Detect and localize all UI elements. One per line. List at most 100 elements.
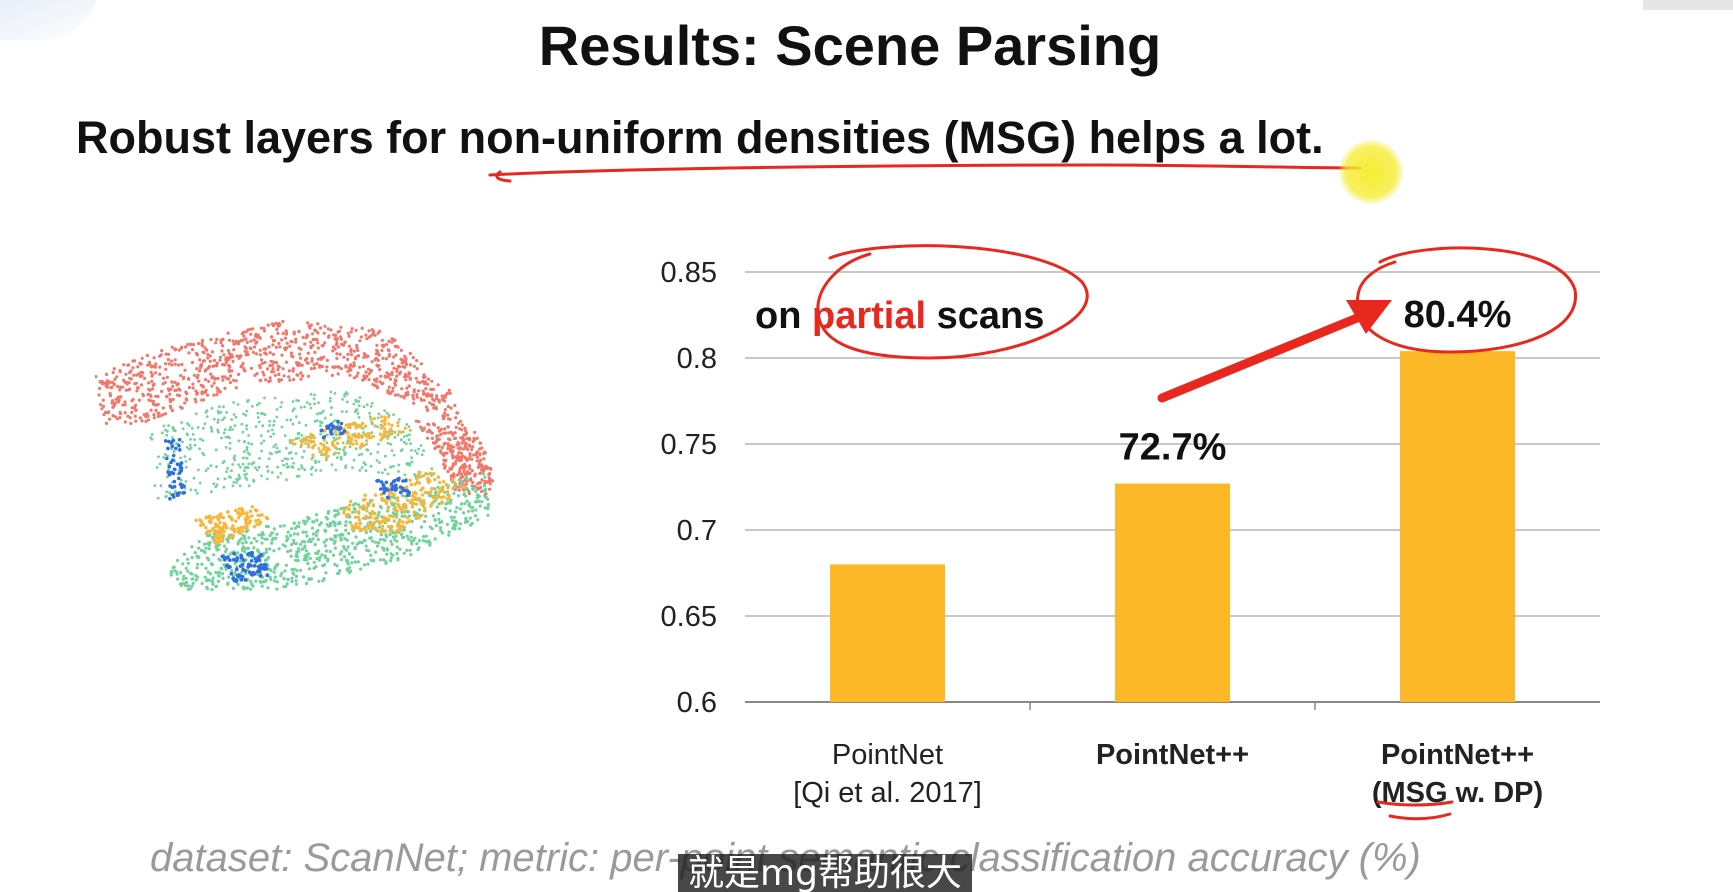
- cloud-point: [409, 530, 413, 534]
- cloud-point: [454, 416, 458, 420]
- cloud-point: [186, 422, 189, 426]
- cloud-point: [364, 529, 368, 533]
- cloud-point: [235, 481, 239, 484]
- cloud-point: [227, 363, 231, 367]
- cloud-point: [345, 392, 349, 396]
- cloud-point: [258, 520, 263, 525]
- cloud-point: [352, 402, 356, 406]
- cloud-point: [306, 439, 310, 443]
- cloud-point: [258, 401, 261, 405]
- cloud-point: [370, 401, 374, 405]
- cloud-point: [209, 572, 213, 576]
- cloud-point: [239, 577, 244, 582]
- cloud-point: [369, 512, 373, 517]
- cloud-point: [442, 458, 446, 462]
- cloud-point: [266, 586, 270, 590]
- cloud-point: [364, 544, 368, 548]
- cloud-point: [309, 433, 313, 437]
- cloud-point: [239, 465, 242, 469]
- cloud-point: [164, 495, 168, 499]
- cloud-point: [195, 353, 199, 357]
- cloud-point: [209, 337, 213, 342]
- cloud-point: [274, 451, 278, 454]
- cloud-point: [215, 364, 219, 368]
- cloud-point: [114, 397, 118, 401]
- cloud-point: [375, 343, 379, 347]
- cloud-point: [172, 427, 175, 430]
- cloud-point: [389, 559, 393, 563]
- cloud-point: [221, 515, 225, 520]
- cloud-point: [251, 350, 256, 354]
- cloud-point: [243, 473, 247, 477]
- cloud-point: [379, 415, 384, 419]
- cloud-point: [348, 368, 352, 372]
- cloud-point: [336, 372, 340, 376]
- cloud-point: [293, 442, 297, 446]
- cloud-point: [239, 525, 244, 530]
- cloud-point: [296, 373, 300, 377]
- cloud-point: [146, 418, 151, 422]
- cloud-point: [412, 390, 416, 394]
- cloud-point: [393, 393, 397, 397]
- cloud-point: [404, 378, 408, 382]
- cloud-point: [388, 428, 392, 432]
- cloud-point: [254, 352, 259, 356]
- cloud-point: [272, 432, 276, 436]
- cloud-point: [319, 428, 324, 433]
- cloud-point: [279, 574, 283, 578]
- cloud-point: [443, 411, 447, 415]
- cloud-point: [357, 503, 361, 507]
- cloud-point: [406, 520, 410, 524]
- cloud-point: [361, 421, 365, 425]
- cloud-point: [226, 510, 230, 514]
- cloud-point: [474, 489, 478, 493]
- cloud-point: [482, 466, 486, 470]
- cloud-point: [276, 324, 280, 328]
- cloud-point: [256, 416, 260, 419]
- cloud-point: [395, 369, 399, 373]
- cloud-point: [323, 544, 328, 548]
- cloud-point: [111, 370, 115, 375]
- cloud-point: [240, 574, 245, 579]
- cloud-point: [345, 506, 349, 510]
- cloud-point: [241, 338, 246, 342]
- cloud-point: [250, 462, 254, 466]
- cloud-point: [299, 443, 304, 447]
- cloud-point: [391, 386, 395, 390]
- cloud-point: [274, 443, 278, 447]
- cloud-point: [465, 499, 469, 503]
- cloud-point: [252, 345, 257, 349]
- cloud-point: [222, 555, 227, 560]
- cloud-point: [223, 477, 227, 481]
- cloud-point: [343, 537, 347, 541]
- cloud-point: [268, 534, 272, 538]
- cloud-point: [272, 570, 276, 574]
- cloud-point: [275, 327, 279, 331]
- cloud-point: [303, 540, 307, 544]
- cloud-point: [258, 574, 263, 578]
- cloud-point: [188, 443, 192, 447]
- cloud-point: [436, 434, 440, 438]
- cloud-point: [432, 398, 436, 403]
- cloud-point: [310, 473, 313, 476]
- cloud-point: [209, 520, 213, 525]
- cloud-point: [458, 455, 462, 460]
- cloud-point: [372, 520, 376, 525]
- cloud-point: [462, 447, 466, 451]
- cloud-point: [375, 479, 379, 483]
- cloud-point: [410, 498, 415, 502]
- cloud-point: [262, 373, 266, 377]
- cloud-point: [229, 571, 234, 576]
- cloud-point: [108, 417, 112, 421]
- cloud-point: [241, 567, 246, 572]
- cloud-point: [231, 463, 235, 466]
- cloud-point: [234, 415, 238, 419]
- cloud-point: [473, 430, 477, 434]
- cloud-point: [261, 424, 265, 428]
- cloud-point: [443, 507, 447, 511]
- cloud-point: [171, 436, 174, 439]
- cloud-point: [238, 484, 242, 488]
- cloud-point: [356, 348, 360, 353]
- cloud-point: [370, 524, 374, 528]
- cloud-point: [252, 478, 255, 482]
